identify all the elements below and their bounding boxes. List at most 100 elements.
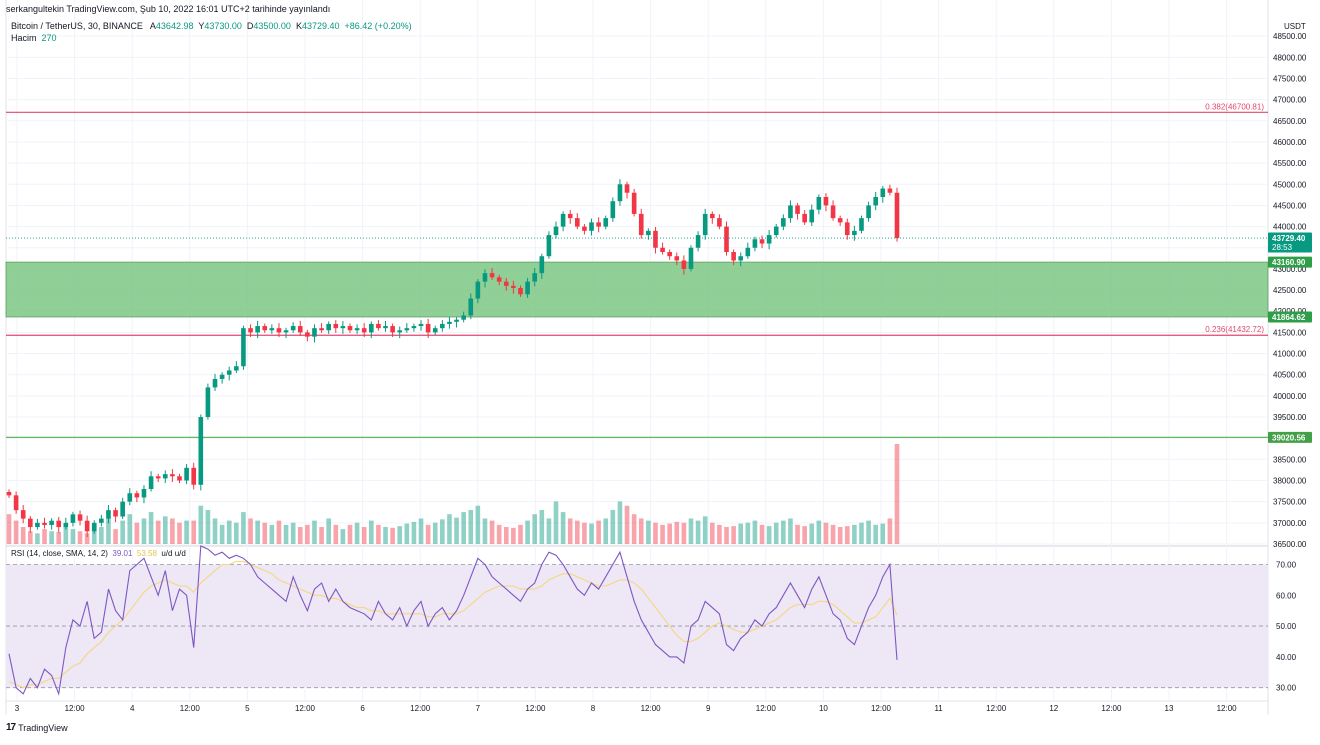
time-tick-label: 4: [130, 704, 135, 713]
volume-bar: [567, 518, 573, 544]
price-tick-label: 47500.00: [1273, 74, 1307, 83]
tradingview-footer[interactable]: 17 TradingView: [6, 722, 68, 733]
rsi-label: RSI (14, close, SMA, 14, 2): [11, 549, 108, 558]
candle-body: [802, 213, 807, 223]
volume-bar: [368, 520, 374, 544]
candle-body: [198, 417, 204, 485]
time-tick-label: 12:00: [295, 704, 316, 713]
candle-body: [553, 226, 559, 236]
high-label: Y: [198, 21, 205, 31]
time-tick-label: 12:00: [65, 704, 86, 713]
volume-bar: [305, 524, 310, 544]
time-axis[interactable]: 3 12:00 4 12:00 5 12:00 6 12:00 7 12:00 8 12:00 9 12:…: [15, 704, 1237, 713]
candle-body: [148, 476, 154, 489]
time-tick-label: 12:00: [180, 704, 201, 713]
last-price-label-countdown: 28:53: [1272, 243, 1293, 252]
tradingview-logo-icon: 17: [6, 722, 16, 733]
rsi-legend[interactable]: RSI (14, close, SMA, 14, 2) 39.01 53.58 …: [11, 549, 186, 558]
candle-body: [383, 326, 388, 329]
candle-body: [873, 196, 878, 206]
volume-bar: [6, 514, 12, 544]
support-level-label: 39020.56: [1272, 433, 1306, 442]
rsi-tick-label: 60.00: [1276, 591, 1297, 600]
candle-body: [99, 518, 104, 523]
candle-body: [596, 222, 601, 227]
candle-body: [191, 467, 197, 485]
candle-body: [518, 287, 523, 295]
candle-body: [35, 522, 40, 528]
volume-bar: [63, 526, 69, 544]
volume-bar: [447, 514, 452, 544]
candle-body: [631, 192, 637, 214]
candle-body: [404, 328, 410, 331]
low-label: D: [246, 21, 254, 31]
candle-body: [440, 323, 445, 329]
candle-body: [844, 222, 850, 236]
price-tick-label: 37500.00: [1273, 498, 1307, 507]
price-tick-label: 45000.00: [1273, 180, 1307, 189]
price-tick-label: 39500.00: [1273, 413, 1307, 422]
volume-bar: [866, 520, 871, 544]
volume-bar: [688, 518, 694, 544]
volume-bar: [162, 516, 168, 544]
volume-bar: [20, 526, 26, 544]
volume-bar: [42, 529, 47, 544]
brand-name: TradingView: [18, 722, 68, 733]
candle-body: [326, 323, 331, 331]
volume-bar: [241, 512, 246, 544]
candle-body: [503, 281, 509, 286]
candle-body: [461, 315, 466, 320]
price-tick-label: 37000.00: [1273, 519, 1307, 528]
price-tick-label: 38000.00: [1273, 477, 1307, 486]
price-tick-label: 44500.00: [1273, 201, 1307, 210]
price-axis[interactable]: 36500.00 37000.00 37500.00 38000.00 38500.00…: [1273, 22, 1307, 693]
volume-bar: [823, 522, 829, 544]
candle-body: [681, 260, 687, 269]
candle-body: [546, 235, 552, 257]
volume-bar: [553, 501, 559, 544]
volume-bar: [127, 514, 133, 544]
volume-bar: [489, 520, 495, 544]
candle-body: [575, 218, 580, 227]
price-tick-label: 43000.00: [1273, 265, 1307, 274]
candle-body: [717, 218, 722, 227]
volume-bar: [752, 520, 758, 544]
volume-bar: [432, 522, 438, 544]
volume-bar: [638, 518, 644, 544]
candle-body: [830, 205, 836, 219]
rsi-tick-label: 40.00: [1276, 653, 1297, 662]
price-tick-label: 44000.00: [1273, 223, 1307, 232]
candle-body: [205, 387, 211, 418]
volume-bar: [589, 523, 594, 544]
volume-bar: [347, 524, 353, 544]
volume-bar: [624, 505, 630, 544]
volume-bar: [546, 518, 552, 544]
volume-bar: [397, 526, 403, 544]
candle-body: [496, 277, 502, 282]
symbol-legend[interactable]: Bitcoin / TetherUS, 30, BINANCE A43642.9…: [11, 21, 412, 31]
candle-body: [13, 495, 19, 511]
rsi-line: [8, 545, 898, 696]
support-resistance-zone: [5, 261, 1269, 318]
volume-bar: [91, 524, 97, 544]
volume-legend[interactable]: Hacim 270: [11, 33, 57, 43]
volume-bar: [326, 518, 331, 544]
fib-level-label: 0.236(41432.72): [1205, 325, 1264, 334]
volume-bar: [844, 526, 850, 544]
volume-bar: [212, 518, 218, 544]
rsi-extra: u/d u/d: [161, 549, 186, 558]
volume-bar: [283, 524, 289, 544]
candle-body: [155, 476, 161, 479]
candle-body: [425, 323, 431, 333]
time-tick-label: 12:00: [641, 704, 662, 713]
volume-bar: [418, 518, 424, 544]
volume-bar: [674, 521, 680, 544]
candle-body: [84, 520, 90, 532]
price-tick-label: 47000.00: [1273, 96, 1307, 105]
candles: [6, 179, 900, 538]
volume-bar: [731, 526, 736, 544]
volume-bar: [724, 526, 729, 544]
candle-body: [539, 256, 545, 274]
